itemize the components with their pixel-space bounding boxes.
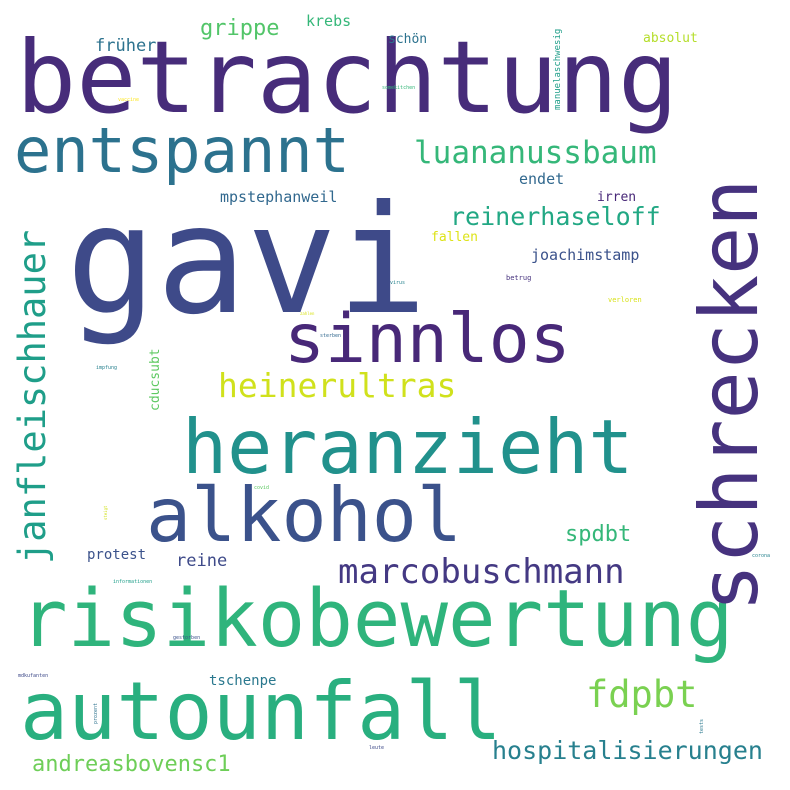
word-fallen: fallen [431,230,478,245]
word-hospitalisierungen: hospitalisierungen [492,736,763,765]
word-tiny-a: zahlen [300,311,315,316]
word-gavi: gavi [66,174,428,348]
word-mpstephanweil: mpstephanweil [220,188,338,206]
word-grippe: grippe [200,16,280,41]
word-spdbt: spdbt [565,522,632,547]
word-heranzieht: heranzieht [182,403,634,491]
word-fdpbt: fdpbt [586,673,698,716]
word-sterben: sterben [320,333,342,339]
word-janfleischhauer: janfleischhauer [11,229,54,564]
word-corona: corona [752,553,771,559]
word-sinnlos: sinnlos [284,300,571,379]
word-mdkufanten: mdkufanten [18,673,49,679]
word-manuelaschwesig: manuelaschwesig [553,28,563,110]
word-andreasbovensc1: andreasbovensc1 [32,752,231,777]
word-joachimstamp: joachimstamp [531,246,640,264]
word-tests: tests [699,718,705,734]
word-marcobuschmann: marcobuschmann [338,552,625,592]
word-schrecken: schrecken [683,178,776,612]
word-krebs: krebs [306,12,352,30]
word-betrachtung: betrachtung [16,19,679,136]
word-informationen: informationen [113,579,153,585]
word-reine: reine [176,551,228,571]
word-impfung: impfung [96,365,118,371]
word-virus: virus [390,280,406,286]
word-endet: endet [519,170,565,188]
word-gestorben: gestorben [173,635,201,641]
word-cducsubt: cducsubt [148,348,163,411]
word-autounfall: autounfall [20,665,502,758]
word-risikobewertung: risikobewertung [20,573,734,665]
word-luananussbaum: luananussbaum [414,135,657,171]
word-frueher: früher [95,36,157,56]
word-prozent: prozent [93,702,99,724]
word-schoen: schön [388,32,428,47]
word-covid: covid [254,485,270,491]
word-somekitchen: somekitchen [382,85,416,91]
word-protest: protest [87,547,147,563]
word-entspannt: entspannt [14,114,350,187]
word-absolut: absolut [643,31,698,46]
word-tiny-b: steigt [103,505,108,520]
word-leute: leute [369,745,385,751]
word-verloren: verloren [608,296,642,304]
word-irren: irren [597,190,637,205]
word-alkohol: alkohol [146,471,463,559]
word-heinerultras: heinerultras [218,366,457,405]
word-tschenpe: tschenpe [209,673,277,689]
word-betrug: betrug [506,274,532,282]
word-vaccine: vaccine [118,97,140,103]
word-reinerhaseloff: reinerhaseloff [450,202,661,231]
